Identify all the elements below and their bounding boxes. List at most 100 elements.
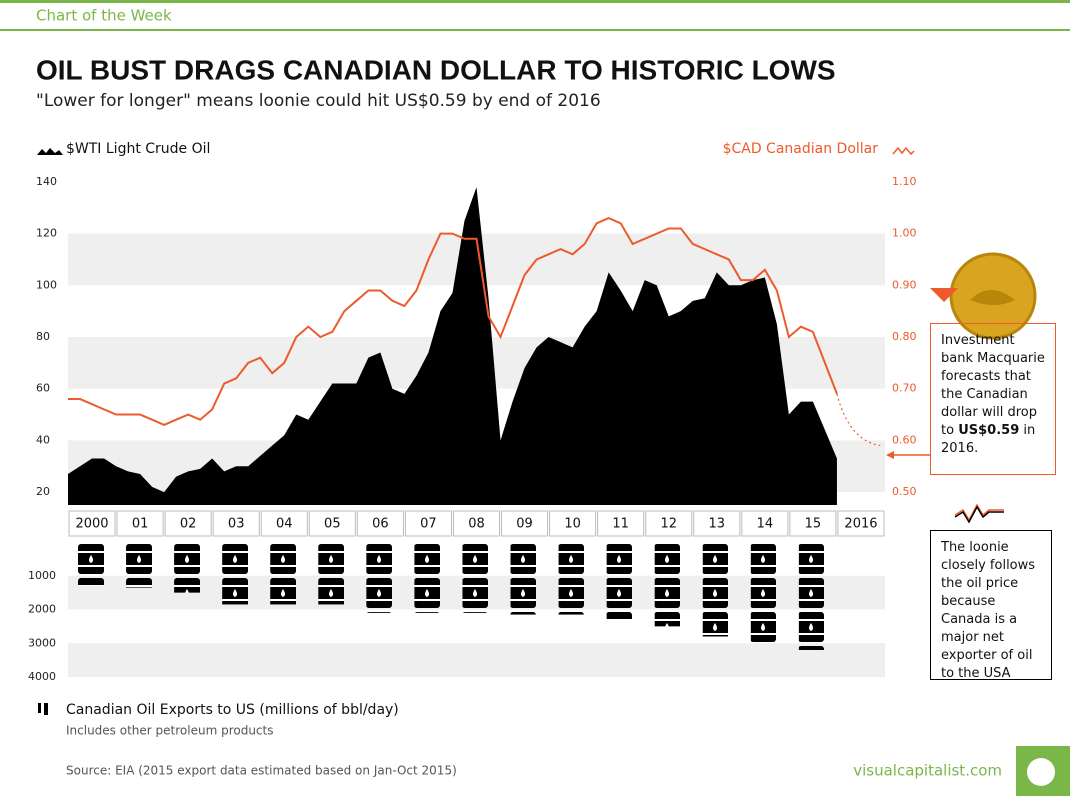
callout-text: Investment bank Macquarie forecasts that… [941,333,1045,438]
year-box [741,510,789,537]
callout-pointer [930,288,958,302]
legend-label: $WTI Light Crude Oil [66,141,210,157]
subtitle: "Lower for longer" means loonie could hi… [36,91,601,111]
year-box [164,510,212,537]
x-tick-label: 12 [660,517,677,532]
year-box [260,510,308,537]
exports-title: Canadian Oil Exports to US (millions of … [66,702,399,718]
export-bar [174,542,202,593]
export-bar [750,542,778,644]
y-tick-label: 3000 [28,636,56,649]
x-tick-label: 10 [564,517,581,532]
export-bar [558,542,586,615]
kicker: Chart of the Week [36,7,172,25]
x-tick-label: 05 [324,517,341,532]
callout-text: in 2016. [941,423,1036,456]
logo-mark [1027,758,1055,786]
year-box [837,510,885,537]
x-tick-label: 04 [276,517,293,532]
y2-tick-label: 1.10 [892,175,917,188]
year-box [597,510,645,537]
export-bar [654,542,682,627]
legend-label: $CAD Canadian Dollar [723,141,879,157]
y-tick-label: 60 [36,382,50,395]
export-bar [78,542,105,586]
y-tick-label: 4000 [28,670,56,683]
year-box [789,510,837,537]
x-tick-label: 14 [757,517,774,532]
legend-icon [37,148,63,155]
x-tick-label: 2000 [75,517,108,532]
export-bar [126,542,154,588]
x-tick-label: 08 [468,517,485,532]
export-bar [510,542,538,615]
x-tick-label: 09 [516,517,533,532]
x-tick-label: 11 [612,517,629,532]
export-bar [222,542,250,605]
year-box [212,510,260,537]
x-tick-label: 07 [420,517,437,532]
export-bar [270,542,298,605]
callout-text: The loonie closely follows the oil price… [941,540,1036,681]
export-bar [462,542,490,613]
export-bar [702,542,730,637]
loonie-callout: The loonie closely follows the oil price… [930,530,1052,681]
legend-icon [892,146,915,156]
coin-engraving [970,290,1015,305]
y2-tick-label: 0.70 [892,382,917,395]
source: Source: EIA (2015 export data estimated … [66,764,457,778]
x-tick-label: 06 [372,517,389,532]
x-tick-label: 13 [709,517,726,532]
callout-arrowhead [886,451,894,459]
series-line [68,217,838,426]
y-tick-label: 40 [36,433,50,446]
y-tick-label: 120 [36,227,57,240]
title: OIL BUST DRAGS CANADIAN DOLLAR TO HISTOR… [36,54,836,85]
top-bar [0,0,1070,3]
export-bar [606,542,634,620]
year-box [308,510,356,537]
grid-band [68,643,885,677]
forecast-line [836,393,881,447]
header-rule [0,29,1070,31]
x-tick-label: 15 [805,517,822,532]
export-bar [414,542,442,613]
y-tick-label: 2000 [28,603,56,616]
year-box [452,510,501,537]
export-bar [798,542,826,650]
year-box [645,510,693,537]
y2-tick-label: 0.90 [892,278,917,291]
follow-icon [954,503,1004,522]
y-tick-label: 100 [36,278,57,291]
exports-icon [38,703,48,715]
year-box [549,510,597,537]
y2-tick-label: 1.00 [892,227,917,240]
x-tick-label: 02 [180,517,197,532]
x-tick-label: 01 [132,517,149,532]
exports-note: Includes other petroleum products [66,724,273,738]
y2-tick-label: 0.80 [892,330,917,343]
callout-bold: US$0.59 [958,423,1020,438]
follow-icon [954,505,1004,524]
year-box [356,510,404,537]
export-bar [366,542,394,613]
brand: visualcapitalist.com [853,762,1002,780]
export-bar [318,542,346,605]
y-tick-label: 140 [36,175,57,188]
x-tick-label: 03 [228,517,245,532]
series-area [68,187,837,506]
year-box [68,510,116,537]
year-box [501,510,549,537]
year-box [404,510,452,537]
x-tick-label: 2016 [844,517,877,532]
forecast-callout: Investment bank Macquarie forecasts that… [930,323,1056,475]
y-tick-label: 80 [36,330,50,343]
y-tick-label: 20 [36,485,50,498]
year-box [693,510,741,537]
y2-tick-label: 0.60 [892,433,917,446]
y2-tick-label: 0.50 [892,485,917,498]
year-box [116,510,164,537]
y-tick-label: 1000 [28,569,56,582]
